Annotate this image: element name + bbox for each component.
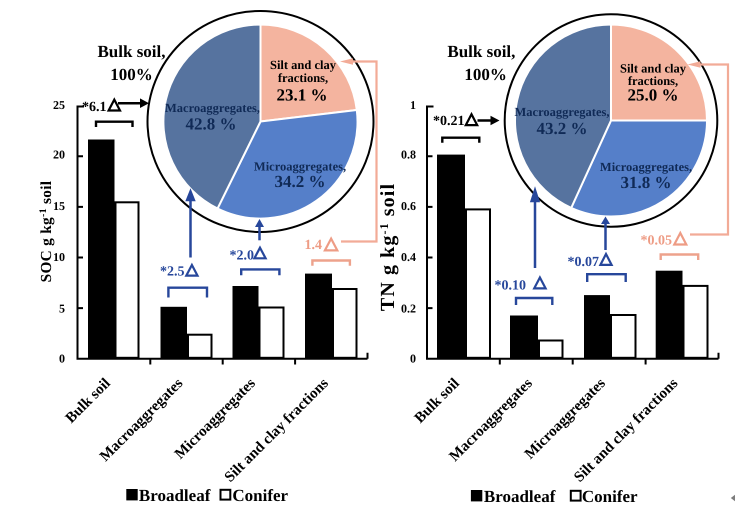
svg-text:Macroaggregates,: Macroaggregates, (515, 105, 610, 119)
svg-text:0.2: 0.2 (401, 301, 416, 315)
svg-text:*6.1: *6.1 (82, 100, 107, 115)
svg-text:0.4: 0.4 (401, 250, 416, 264)
svg-text:10: 10 (53, 250, 65, 264)
svg-text:Microaggregates,: Microaggregates, (600, 160, 692, 174)
svg-text:43.2 %: 43.2 % (537, 119, 588, 138)
svg-text:100%: 100% (110, 65, 153, 84)
svg-text:25.0 %: 25.0 % (628, 86, 679, 105)
svg-text:fractions,: fractions, (278, 71, 328, 85)
svg-text:Silt and clay: Silt and clay (620, 61, 687, 75)
svg-text:0.8: 0.8 (401, 148, 416, 162)
svg-text:100%: 100% (464, 65, 507, 84)
svg-text:*0.10: *0.10 (495, 278, 527, 293)
svg-text:TN g kg-1 soil: TN g kg-1 soil (377, 183, 399, 311)
svg-text:*0.07: *0.07 (568, 255, 600, 270)
svg-text:*2.0: *2.0 (230, 248, 255, 263)
svg-text:Broadleaf: Broadleaf (484, 487, 556, 506)
svg-text:42.8 %: 42.8 % (186, 115, 237, 134)
svg-text:34.2 %: 34.2 % (275, 172, 326, 191)
svg-text:0: 0 (410, 351, 416, 365)
svg-text:1.4: 1.4 (305, 238, 323, 253)
svg-text:25: 25 (53, 98, 65, 112)
svg-text:31.8 %: 31.8 % (621, 173, 672, 192)
svg-text:0: 0 (59, 351, 65, 365)
svg-text:1: 1 (410, 98, 416, 112)
svg-text:Broadleaf: Broadleaf (139, 486, 211, 505)
svg-text:5: 5 (59, 301, 65, 315)
svg-text:Macroaggregates,: Macroaggregates, (165, 101, 260, 115)
svg-text:*2.5: *2.5 (160, 265, 185, 280)
svg-text:23.1 %: 23.1 % (277, 86, 328, 105)
svg-text:Bulk soil,: Bulk soil, (447, 42, 515, 61)
svg-text:Bulk soil: Bulk soil (63, 376, 114, 427)
svg-text:20: 20 (53, 148, 65, 162)
svg-text:Microaggregates,: Microaggregates, (254, 159, 346, 173)
svg-text:Bulk soil,: Bulk soil, (97, 42, 165, 61)
svg-text:fractions,: fractions, (628, 74, 678, 88)
svg-text:Bulk soil: Bulk soil (412, 376, 463, 427)
svg-text:15: 15 (53, 199, 65, 213)
svg-text:SOC g kg-1 soil: SOC g kg-1 soil (38, 181, 55, 283)
svg-text:Conifer: Conifer (232, 486, 288, 505)
svg-text:Conifer: Conifer (582, 487, 638, 506)
svg-text:Silt and clay: Silt and clay (270, 58, 337, 72)
svg-text:*0.05: *0.05 (641, 233, 673, 248)
svg-text:0.6: 0.6 (401, 199, 416, 213)
svg-text:*0.21: *0.21 (433, 114, 465, 129)
